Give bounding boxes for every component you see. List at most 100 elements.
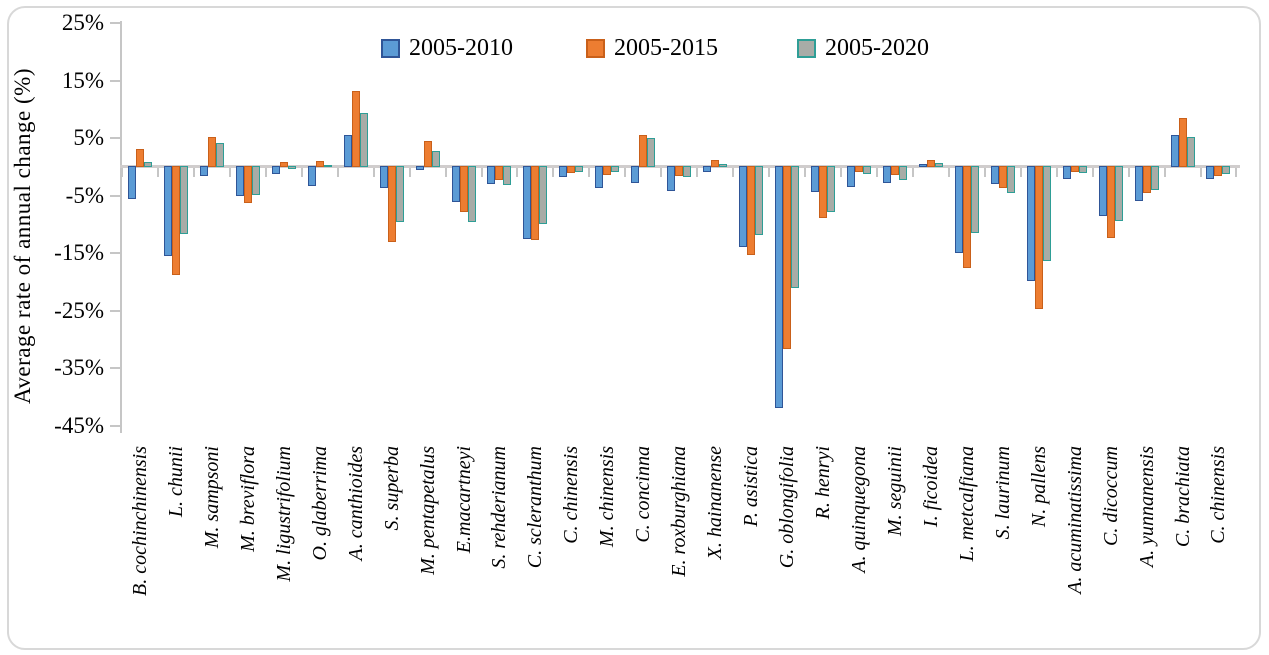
bar-2005-2020-S. superba xyxy=(395,166,404,222)
y-axis-tick xyxy=(109,22,120,25)
x-axis-category-label: C. concinna xyxy=(632,446,655,543)
x-axis-category-label: A. acuminatissima xyxy=(1063,446,1086,594)
bar-2005-2010-R. henryi xyxy=(811,166,820,193)
bar-2005-2010-A. quinquegona xyxy=(846,166,855,187)
bar-2005-2020-I. ficoidea xyxy=(934,162,943,167)
x-axis-category-label: M. breviflora xyxy=(236,446,259,552)
x-axis-tick xyxy=(228,168,231,177)
x-axis-tick xyxy=(696,168,699,177)
bar-2005-2015-M. pentapetalus xyxy=(423,141,432,167)
bar-2005-2020-A. canthioides xyxy=(359,112,368,167)
x-axis-tick xyxy=(840,168,842,177)
bar-2005-2010-I. ficoidea xyxy=(918,163,927,167)
bar-2005-2020-P. asistica xyxy=(755,166,764,235)
bar-2005-2015-C. concinna xyxy=(639,135,648,167)
x-axis-tick xyxy=(947,168,950,177)
bar-2005-2010-M. breviflora xyxy=(235,166,244,196)
bar-2005-2015-R. henryi xyxy=(819,166,828,219)
x-axis-tick xyxy=(732,168,735,177)
x-axis-category-label: E.macartneyi xyxy=(452,446,475,554)
y-axis-tick xyxy=(109,137,120,140)
bar-2005-2015-C. dicoccum xyxy=(1106,166,1115,239)
x-axis-tick xyxy=(804,168,807,177)
legend-item-2005-2010: 2005-2010 xyxy=(381,35,513,62)
bar-2005-2010-C. concinna xyxy=(631,166,640,184)
bar-2005-2020-A. quinquegona xyxy=(862,166,871,175)
legend-item-2005-2015: 2005-2015 xyxy=(586,35,718,62)
x-axis-tick xyxy=(983,168,986,177)
bar-2005-2020-E.macartneyi xyxy=(467,166,476,223)
bar-2005-2020-M. sampsoni xyxy=(215,142,224,167)
x-axis-category-label: I. ficoidea xyxy=(919,446,942,528)
bar-2005-2015-O. glaberrima xyxy=(315,161,324,167)
bar-2005-2015-C. chinensis xyxy=(1214,166,1223,176)
bar-2005-2020-A. yunnanensis xyxy=(1150,166,1159,191)
x-axis-tick xyxy=(875,168,878,177)
bar-2005-2020-C. scleranthum xyxy=(539,166,548,224)
bar-2005-2010-X. hainanense xyxy=(703,166,712,173)
x-axis-tick xyxy=(911,168,914,177)
bar-2005-2010-E.macartneyi xyxy=(451,166,460,203)
y-axis-tick-label: -25% xyxy=(54,297,104,323)
x-axis-tick xyxy=(1127,168,1130,177)
x-axis-category-label: P. asistica xyxy=(740,446,763,527)
x-axis-category-label: M. ligustrifolium xyxy=(272,446,295,582)
bar-2005-2010-M. sampsoni xyxy=(199,166,208,176)
y-axis-tick-label: 25% xyxy=(61,10,104,36)
x-axis-category-label: O. glaberrima xyxy=(308,446,331,561)
bar-2005-2010-C. scleranthum xyxy=(523,166,532,240)
x-axis-tick xyxy=(768,168,771,177)
x-axis-tick xyxy=(121,168,123,177)
bar-2005-2010-A. canthioides xyxy=(343,134,352,167)
x-axis-tick xyxy=(552,168,555,177)
x-axis-category-label: L. metcalfiana xyxy=(955,446,978,562)
x-axis-category-label: C. chinensis xyxy=(560,446,583,544)
x-axis-category-label: M. seguinii xyxy=(883,446,906,536)
x-axis-tick xyxy=(264,168,267,177)
x-axis-category-label: C. scleranthum xyxy=(524,446,547,569)
x-axis-category-label: R. henryi xyxy=(812,446,835,520)
x-axis-tick xyxy=(192,168,195,177)
x-axis-category-label: C. dicoccum xyxy=(1099,446,1122,546)
bar-2005-2010-A. acuminatissima xyxy=(1062,166,1071,179)
bar-2005-2015-S. rehderianum xyxy=(495,166,504,181)
x-axis-category-label: L. chunii xyxy=(164,446,187,518)
bar-2005-2015-N. pallens xyxy=(1034,166,1043,309)
x-axis-category-label: S. rehderianum xyxy=(488,446,511,569)
bar-2005-2020-S. rehderianum xyxy=(503,166,512,185)
bar-2005-2020-M. breviflora xyxy=(251,166,260,195)
bar-2005-2010-N. pallens xyxy=(1026,166,1035,281)
bar-2005-2020-N. pallens xyxy=(1042,166,1051,262)
x-axis-category-label: G. oblongifolia xyxy=(776,446,799,569)
x-axis-tick xyxy=(588,168,591,177)
x-axis-tick xyxy=(624,168,627,177)
y-axis-tick-label: -5% xyxy=(65,182,104,208)
x-axis-tick xyxy=(300,168,303,177)
x-axis-tick xyxy=(516,168,519,177)
bar-2005-2020-M. pentapetalus xyxy=(431,151,440,167)
x-axis-tick xyxy=(1163,168,1166,177)
x-axis-category-label: M. chinensis xyxy=(596,446,619,548)
bar-2005-2010-L. chunii xyxy=(163,166,172,256)
x-axis-category-label: E. roxburghiana xyxy=(668,446,691,577)
x-axis-category-label: A. yunnanensis xyxy=(1135,446,1158,568)
x-axis-tick xyxy=(156,168,159,177)
x-axis-tick xyxy=(372,168,375,177)
bar-2005-2015-A. canthioides xyxy=(351,90,360,167)
bar-2005-2010-C. chinensis xyxy=(559,166,568,177)
x-axis-category-label: S. laurinum xyxy=(991,446,1014,540)
bar-2005-2010-L. metcalfiana xyxy=(954,166,963,253)
legend-item-2005-2020: 2005-2020 xyxy=(797,35,929,62)
legend-label-2005-2015: 2005-2015 xyxy=(614,35,718,61)
bar-2005-2010-S. rehderianum xyxy=(487,166,496,184)
x-axis-category-label: C. brachiata xyxy=(1171,446,1194,548)
bar-2005-2010-O. glaberrima xyxy=(307,166,316,186)
x-axis-tick xyxy=(408,168,411,177)
bar-2005-2015-A. acuminatissima xyxy=(1070,166,1079,172)
bar-2005-2010-S. laurinum xyxy=(990,166,999,184)
y-axis-tick-label: -45% xyxy=(54,412,104,438)
bar-2005-2020-C. chinensis xyxy=(1222,166,1231,175)
bar-2005-2015-M. breviflora xyxy=(243,166,252,204)
bar-2005-2020-M. seguinii xyxy=(898,166,907,181)
